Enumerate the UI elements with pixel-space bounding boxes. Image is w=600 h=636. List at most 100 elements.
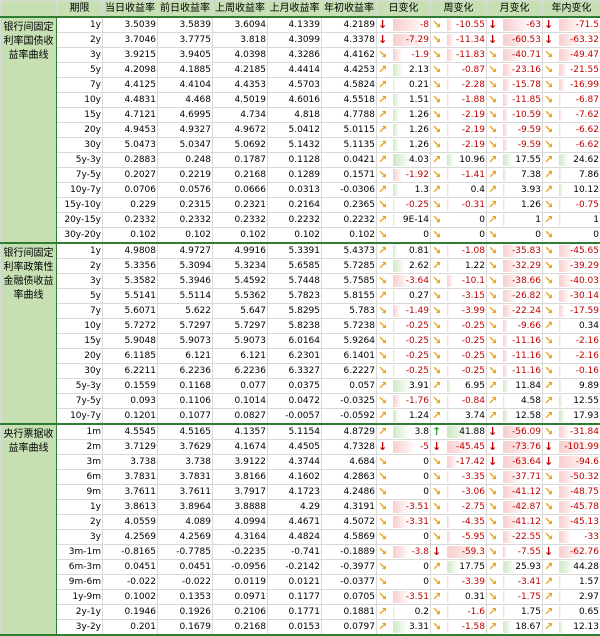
change-cell: ↘0 [431, 228, 487, 244]
change-bar [393, 441, 416, 453]
yield-cell: 0.1926 [158, 605, 213, 620]
trend-arrow-icon: ↘ [488, 63, 497, 77]
change-cell: ↗2.13 [377, 63, 431, 78]
change-bar [559, 380, 562, 392]
change-cell: ↘-2.16 [543, 334, 600, 349]
trend-arrow-icon: ↘ [544, 93, 553, 107]
change-bar [503, 320, 508, 332]
change-value: -0.84 [462, 396, 485, 406]
trend-arrow-icon: ↘ [488, 138, 497, 152]
yield-cell: 3.738 [103, 455, 158, 470]
change-bar [447, 561, 458, 573]
change-cell: ↘-45.65 [543, 243, 600, 259]
change-value: -49.47 [570, 50, 599, 60]
term-cell: 7y [57, 78, 103, 93]
trend-arrow-icon: ↘ [378, 575, 387, 589]
change-cell: ↓-94.6 [543, 455, 600, 470]
col-header: 周变化 [431, 1, 487, 18]
yield-cell: 4.3286 [268, 48, 322, 63]
yield-cell: 4.2863 [322, 470, 377, 485]
trend-arrow-icon: ↗ [378, 123, 387, 137]
yield-cell: 6.121 [158, 349, 213, 364]
yield-cell: 3.9405 [158, 48, 213, 63]
yield-cell: 4.2569 [158, 530, 213, 545]
yield-cell: 3.5039 [103, 17, 158, 33]
yield-cell: 4.4671 [268, 515, 322, 530]
change-bar [447, 335, 449, 347]
change-bar [393, 380, 411, 392]
change-bar [559, 606, 561, 618]
yield-cell: 4.0559 [103, 515, 158, 530]
yield-cell: 0.0797 [322, 620, 377, 636]
change-value: -17.42 [456, 457, 485, 467]
yield-cell: 0.201 [103, 620, 158, 636]
change-value: -2.16 [576, 351, 599, 361]
change-cell: ↘-3.8 [377, 545, 431, 560]
table-row: 3m-1m-0.8165-0.7785-0.2235-0.741-0.1889↘… [1, 545, 600, 560]
term-cell: 7y [57, 304, 103, 319]
change-cell: ↘-5.95 [431, 530, 487, 545]
change-bar [393, 245, 397, 257]
change-cell: ↘-10.55 [431, 17, 487, 33]
change-bar [447, 305, 449, 317]
yield-cell: 5.783 [322, 304, 377, 319]
trend-arrow-icon: ↘ [378, 168, 387, 182]
change-bar [559, 124, 561, 136]
yield-cell: 5.8238 [268, 319, 322, 334]
change-bar [393, 199, 395, 211]
yield-cell: 4.6995 [158, 108, 213, 123]
change-value: 3.74 [465, 411, 485, 421]
change-value: -38.66 [512, 276, 541, 286]
change-value: -3.8 [411, 547, 429, 557]
term-cell: 30y [57, 364, 103, 379]
change-value: -3.31 [406, 517, 429, 527]
change-bar [559, 591, 561, 603]
trend-arrow-icon: ↗ [432, 153, 441, 167]
yield-cell: 4.5545 [103, 424, 158, 440]
trend-arrow-icon: ↘ [432, 319, 441, 333]
change-value: 24.62 [573, 155, 599, 165]
change-cell: ↘-0.16 [543, 364, 600, 379]
change-bar [393, 410, 399, 422]
change-bar [447, 79, 449, 91]
yield-cell: 4.4505 [268, 440, 322, 455]
change-cell: ↗1.22 [431, 259, 487, 274]
change-value: 1.75 [521, 607, 541, 617]
change-bar [393, 64, 403, 76]
term-cell: 3m-1m [57, 545, 103, 560]
change-cell: ↘-6.62 [543, 138, 600, 153]
yield-cell: 4.9916 [213, 243, 268, 259]
change-cell: ↗10.96 [431, 153, 487, 168]
change-value: -45.78 [570, 502, 599, 512]
yield-cell: 4.9727 [158, 243, 213, 259]
trend-arrow-icon: ↘ [432, 364, 441, 378]
trend-arrow-icon: ↗ [544, 379, 553, 393]
change-value: -22.55 [512, 532, 541, 542]
trend-arrow-icon: ↘ [432, 334, 441, 348]
term-cell: 9m [57, 485, 103, 500]
change-cell: ↘-15.78 [487, 78, 543, 93]
yield-cell: 4.1885 [158, 63, 213, 78]
change-value: -6.62 [576, 140, 599, 150]
trend-arrow-icon: ↘ [488, 289, 497, 303]
trend-arrow-icon: ↗ [378, 138, 387, 152]
trend-arrow-icon: ↗ [378, 213, 387, 227]
yield-cell: 0.1679 [158, 620, 213, 636]
trend-arrow-icon: ↘ [378, 485, 387, 499]
change-bar [559, 395, 563, 407]
change-bar [447, 260, 449, 272]
change-bar [447, 501, 449, 513]
change-cell: ↘-17.59 [543, 304, 600, 319]
change-cell: ↓-7.29 [377, 33, 431, 48]
term-cell: 15y [57, 334, 103, 349]
change-value: 1.26 [409, 140, 429, 150]
change-bar [447, 531, 451, 543]
change-value: -9.66 [518, 321, 541, 331]
change-value: -0.16 [576, 366, 599, 376]
change-cell: ↗3.93 [487, 183, 543, 198]
change-value: -22.24 [512, 306, 541, 316]
change-value: -2.19 [462, 140, 485, 150]
